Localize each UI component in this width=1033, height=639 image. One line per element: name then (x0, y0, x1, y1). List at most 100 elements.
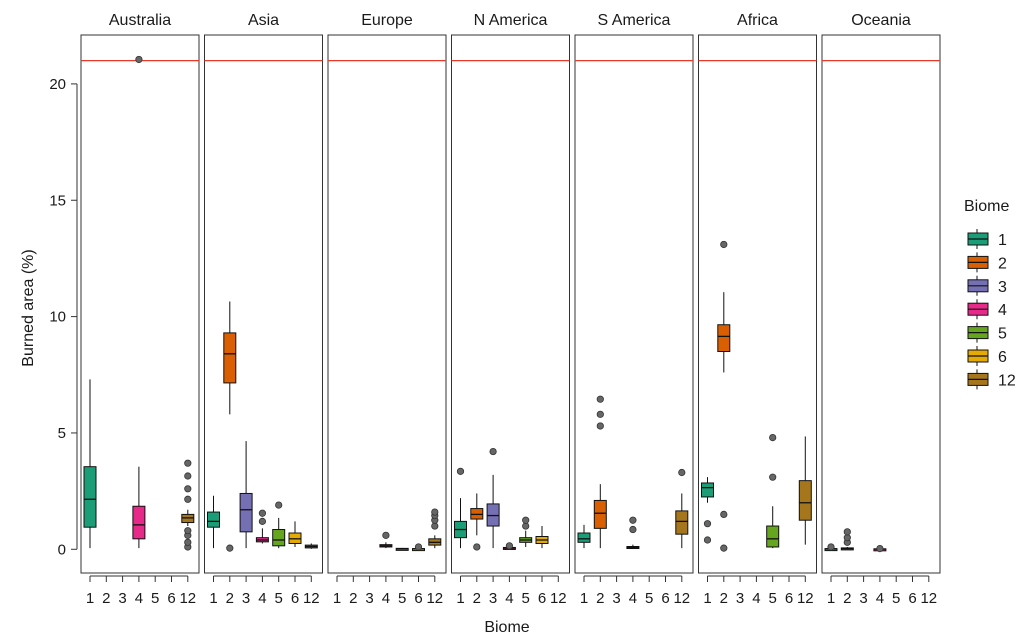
panel-border (574, 34, 694, 574)
outlier-point (184, 459, 192, 467)
box-body (717, 324, 731, 353)
outlier-point (678, 468, 686, 477)
x-tick-label: 1 (333, 590, 341, 607)
x-tick-label: 12 (797, 590, 814, 607)
panel-border (204, 34, 323, 574)
x-tick-label: 6 (785, 590, 793, 607)
box-biome-4 (379, 531, 393, 549)
legend-label: 4 (998, 302, 1007, 319)
x-tick-label: 1 (580, 590, 588, 607)
x-tick-label: 3 (736, 590, 744, 607)
outlier-point (703, 536, 712, 544)
x-tick-label: 12 (426, 590, 443, 607)
outlier-point (489, 447, 497, 456)
x-tick-label: 5 (769, 590, 777, 607)
outlier-point (703, 520, 712, 528)
box-body (272, 529, 286, 547)
outlier-point (184, 485, 192, 493)
box-biome-2 (840, 528, 854, 551)
x-tick-label: 1 (703, 590, 711, 607)
box-biome-6 (288, 521, 302, 547)
box-biome-1 (577, 524, 591, 549)
outlier-point (629, 516, 637, 524)
legend-item: 4 (967, 299, 1007, 320)
x-tick-label: 4 (505, 590, 513, 607)
box-body (132, 505, 146, 540)
x-tick-label: 5 (398, 590, 406, 607)
outlier-point (184, 527, 192, 535)
legend-label: 6 (998, 349, 1007, 366)
x-axis-title: Biome (484, 619, 529, 636)
facet-strip-label: Australia (109, 12, 171, 29)
x-tick-label: 4 (876, 590, 884, 607)
legend-item: 1 (967, 229, 1007, 249)
x-tick-label: 2 (473, 590, 481, 607)
legend-item: 12 (967, 369, 1016, 390)
outlier-point (275, 501, 283, 509)
x-tick-label: 4 (135, 590, 143, 607)
box-biome-5 (519, 516, 533, 547)
box-biome-6 (535, 526, 549, 549)
outlier-point (505, 542, 513, 550)
box-biome-1 (207, 495, 220, 549)
x-tick-label: 3 (612, 590, 620, 607)
x-tick-label: 3 (859, 590, 867, 607)
outlier-point (226, 544, 234, 552)
outlier-point (184, 495, 192, 503)
box-biome-1 (83, 379, 97, 549)
x-tick-label: 12 (303, 590, 320, 607)
x-tick-label: 4 (752, 590, 760, 607)
box-biome-5 (395, 547, 409, 551)
box-biome-12 (181, 459, 195, 551)
outlier-point (431, 508, 439, 516)
outlier-point (456, 467, 465, 475)
x-tick-label: 1 (456, 590, 464, 607)
x-tick-label: 3 (242, 590, 250, 607)
box-biome-4 (626, 516, 640, 550)
box-biome-2 (470, 493, 484, 551)
box-body (239, 492, 253, 533)
box-biome-2 (593, 395, 607, 549)
x-tick-label: 4 (258, 590, 266, 607)
panel-border (80, 34, 200, 574)
x-tick-label: 2 (226, 590, 234, 607)
facet-strip-label: Africa (737, 12, 778, 29)
outlier-point (258, 509, 266, 517)
box-biome-4 (873, 545, 887, 553)
box-body (577, 532, 591, 543)
x-tick-label: 5 (645, 590, 653, 607)
box-biome-1 (454, 467, 467, 549)
facet-strip-label: N America (474, 12, 548, 29)
x-tick-label: 5 (522, 590, 530, 607)
x-tick-label: 2 (102, 590, 110, 607)
outlier-point (184, 538, 192, 546)
outlier-point (135, 55, 143, 64)
x-tick-label: 1 (209, 590, 217, 607)
box-biome-5 (766, 434, 780, 549)
box-biome-1 (824, 543, 838, 552)
x-tick-label: 5 (275, 590, 283, 607)
y-tick-label: 0 (58, 541, 66, 558)
legend-item: 3 (967, 275, 1007, 296)
x-tick-label: 6 (908, 590, 916, 607)
y-axis: 0 5 10 15 20 (49, 76, 78, 558)
outlier-point (522, 516, 530, 524)
x-tick-label: 2 (596, 590, 604, 607)
outlier-point (720, 510, 728, 518)
box-biome-12 (304, 543, 318, 549)
outlier-point (720, 240, 728, 249)
legend-label: 3 (998, 279, 1007, 296)
panel-border (698, 34, 817, 574)
x-tick-label: 6 (291, 590, 299, 607)
x-tick-label: 12 (550, 590, 567, 607)
outlier-point (414, 543, 423, 551)
box-biome-6 (412, 543, 425, 552)
box-body (675, 510, 689, 535)
x-tick-label: 2 (349, 590, 357, 607)
